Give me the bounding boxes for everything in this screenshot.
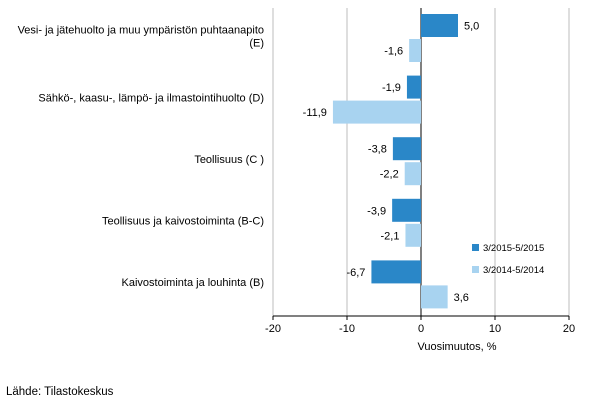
data-label: -11,9 xyxy=(303,107,327,119)
data-label: -2,2 xyxy=(380,169,399,181)
x-tick-label: 0 xyxy=(418,323,424,335)
bar xyxy=(392,198,421,222)
legend-label: 3/2015-5/2015 xyxy=(483,243,544,254)
data-label: -3,9 xyxy=(367,205,386,217)
data-label: -6,7 xyxy=(346,267,365,279)
bar xyxy=(421,285,448,309)
data-label: 3,6 xyxy=(454,292,469,304)
data-label: -1,9 xyxy=(382,82,401,94)
category-label: Kaivostoiminta ja louhinta (B) xyxy=(122,277,264,289)
category-label: Teollisuus ja kaivostoiminta (B-C) xyxy=(102,216,264,228)
data-label: -1,6 xyxy=(384,46,403,58)
data-label: 5,0 xyxy=(464,21,479,33)
bar-chart: 5,0 -1,6 Vesi- ja jätehuolto ja muu ympäri… xyxy=(18,8,575,353)
category-label: Teollisuus (C ) xyxy=(194,154,264,166)
data-label: -3,8 xyxy=(368,144,387,156)
bar xyxy=(392,137,421,161)
x-tick-label: 20 xyxy=(563,323,575,335)
category-label: Sähkö-, kaasu-, lämpö- ja ilmastointihuo… xyxy=(38,92,264,104)
legend-swatch xyxy=(472,266,479,273)
x-axis-title: Vuosimuutos, % xyxy=(417,341,496,353)
bar xyxy=(405,223,421,247)
bar xyxy=(406,75,421,99)
bar xyxy=(332,100,421,124)
bar xyxy=(421,14,458,37)
data-label: -2,1 xyxy=(380,230,399,242)
source-note: Lähde: Tilastokeskus xyxy=(6,386,114,398)
x-tick-label: -20 xyxy=(265,323,281,335)
bar xyxy=(404,162,421,186)
category-label: Vesi- ja jätehuolto ja muu ympäristön pu… xyxy=(18,24,264,36)
bar xyxy=(409,39,421,62)
category-label: (E) xyxy=(249,37,264,49)
x-tick-label: -10 xyxy=(339,323,355,335)
bar xyxy=(371,260,421,284)
legend-label: 3/2014-5/2014 xyxy=(483,265,544,276)
legend-swatch xyxy=(472,244,479,251)
x-tick-label: 10 xyxy=(489,323,501,335)
